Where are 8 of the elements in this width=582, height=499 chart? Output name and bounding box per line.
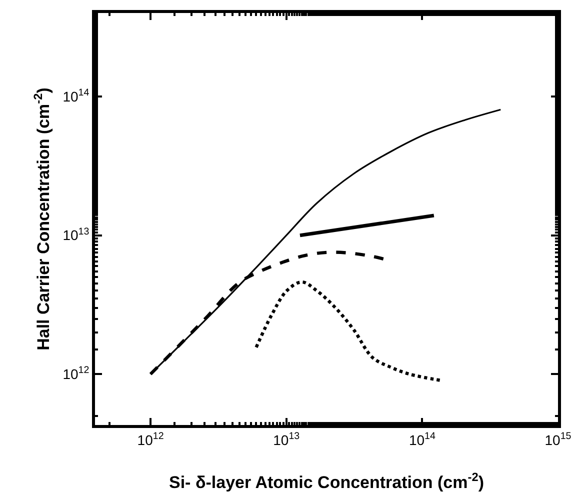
x-tick-label: 10$^{15}$ (544, 430, 572, 448)
y-tick-label: 10$^{13}$ (62, 226, 90, 244)
x-tick-label: 10$^{13}$ (273, 430, 300, 448)
y-tick-label: 10$^{12}$ (62, 365, 90, 382)
x-tick-label: 10$^{14}$ (408, 430, 436, 448)
x-axis-title: Si- δ-layer Atomic Concentration (cm$^{-2}$) (169, 470, 484, 492)
x-tick-label: 10$^{12}$ (137, 430, 164, 448)
y-tick-label: 10$^{14}$ (62, 88, 90, 104)
